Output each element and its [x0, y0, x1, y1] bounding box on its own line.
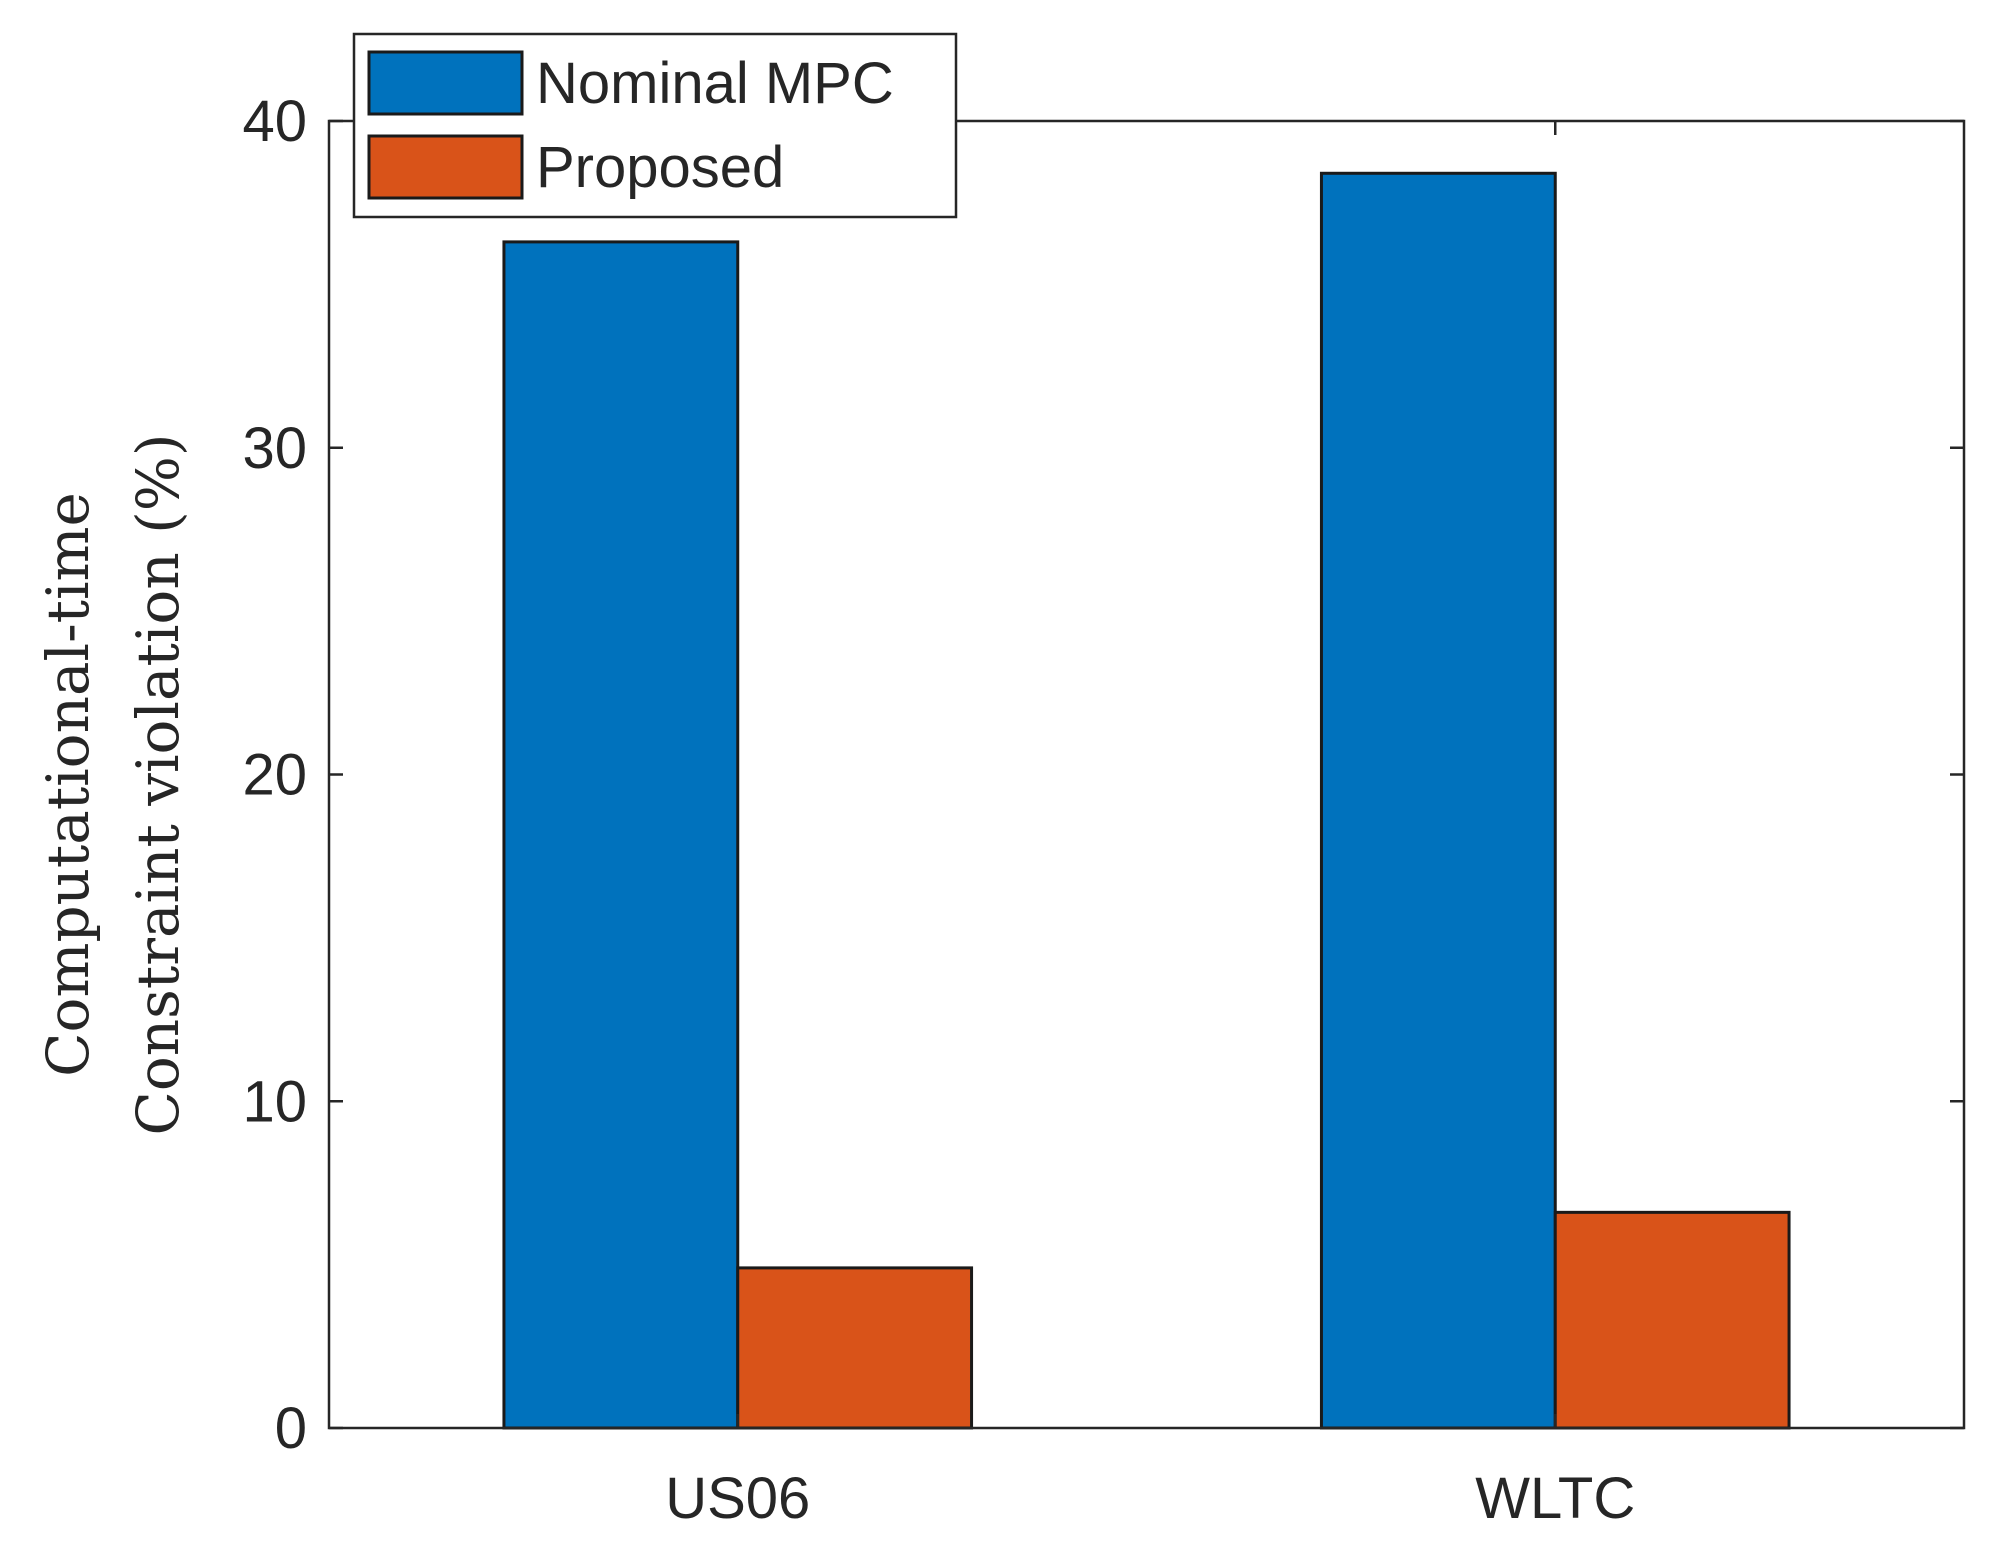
legend-swatch-2 — [367, 134, 524, 200]
bar-nominal-mpc-us06 — [502, 240, 740, 1430]
bar-nominal-mpc-wltc — [1319, 171, 1557, 1430]
y-tick-label: 10 — [242, 1069, 307, 1134]
bar-proposed-us06 — [736, 1266, 974, 1430]
legend-label-2: Proposed — [536, 135, 784, 200]
x-tick-label: WLTC — [1475, 1466, 1635, 1531]
y-tick-label: 30 — [242, 416, 307, 481]
bar-proposed-wltc — [1553, 1210, 1791, 1430]
bars-layer — [502, 171, 1791, 1430]
y-axis-label-line-1: Computational-time — [34, 492, 102, 1077]
y-tick-label: 40 — [242, 89, 307, 154]
y-tick-label: 20 — [242, 743, 307, 808]
y-tick-label: 0 — [275, 1396, 307, 1461]
legend-swatch-1 — [367, 50, 524, 116]
legend-label-1: Nominal MPC — [536, 51, 894, 116]
legend: Nominal MPC Proposed — [352, 32, 958, 219]
y-axis-label-line-2: Constraint violation (%) — [124, 434, 192, 1136]
axes-layer: 0 10 20 30 40 US06 WLTC — [242, 89, 1966, 1531]
x-tick-label: US06 — [665, 1466, 810, 1531]
y-axis-label: Computational-time Constraint violation (… — [34, 434, 192, 1136]
